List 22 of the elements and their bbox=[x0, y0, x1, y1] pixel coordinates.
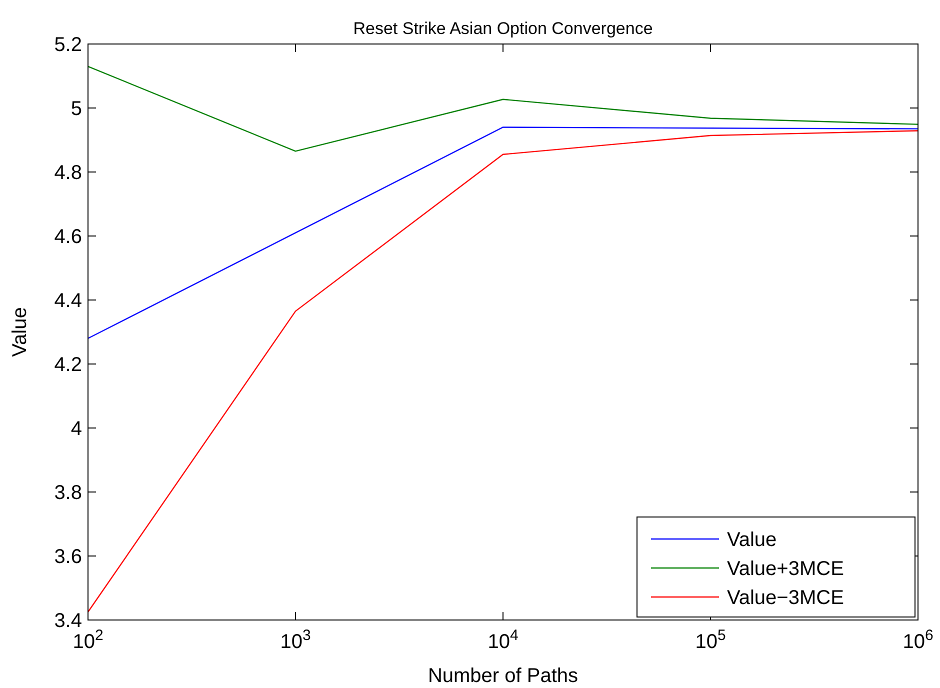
y-tick-label: 3.8 bbox=[54, 482, 82, 504]
y-tick-label: 5.2 bbox=[54, 34, 82, 56]
legend-label: Value−3MCE bbox=[727, 587, 844, 609]
chart-title: Reset Strike Asian Option Convergence bbox=[353, 19, 653, 38]
x-tick-label: 10$^{6}$ bbox=[902, 626, 934, 653]
x-tick-label: 10$^{4}$ bbox=[488, 626, 518, 653]
y-tick-label: 4.4 bbox=[54, 290, 82, 312]
x-tick-label: 10$^{5}$ bbox=[695, 626, 726, 653]
x-axis-title: Number of Paths bbox=[428, 665, 578, 687]
line-series bbox=[87, 66, 919, 152]
y-tick-label: 4.8 bbox=[54, 162, 82, 184]
line-series bbox=[87, 130, 919, 613]
legend-label: Value+3MCE bbox=[727, 558, 844, 580]
y-tick-label: 3.6 bbox=[54, 546, 82, 568]
y-axis-title: Value bbox=[9, 307, 31, 357]
y-tick-label: 4 bbox=[70, 418, 82, 440]
x-tick-label: 10$^{3}$ bbox=[280, 626, 311, 653]
legend-label: Value bbox=[727, 529, 777, 551]
y-tick-label: 4.6 bbox=[54, 226, 82, 248]
y-tick-label: 4.2 bbox=[54, 354, 82, 376]
y-tick-label: 5 bbox=[70, 98, 82, 120]
line-series bbox=[87, 126, 919, 339]
